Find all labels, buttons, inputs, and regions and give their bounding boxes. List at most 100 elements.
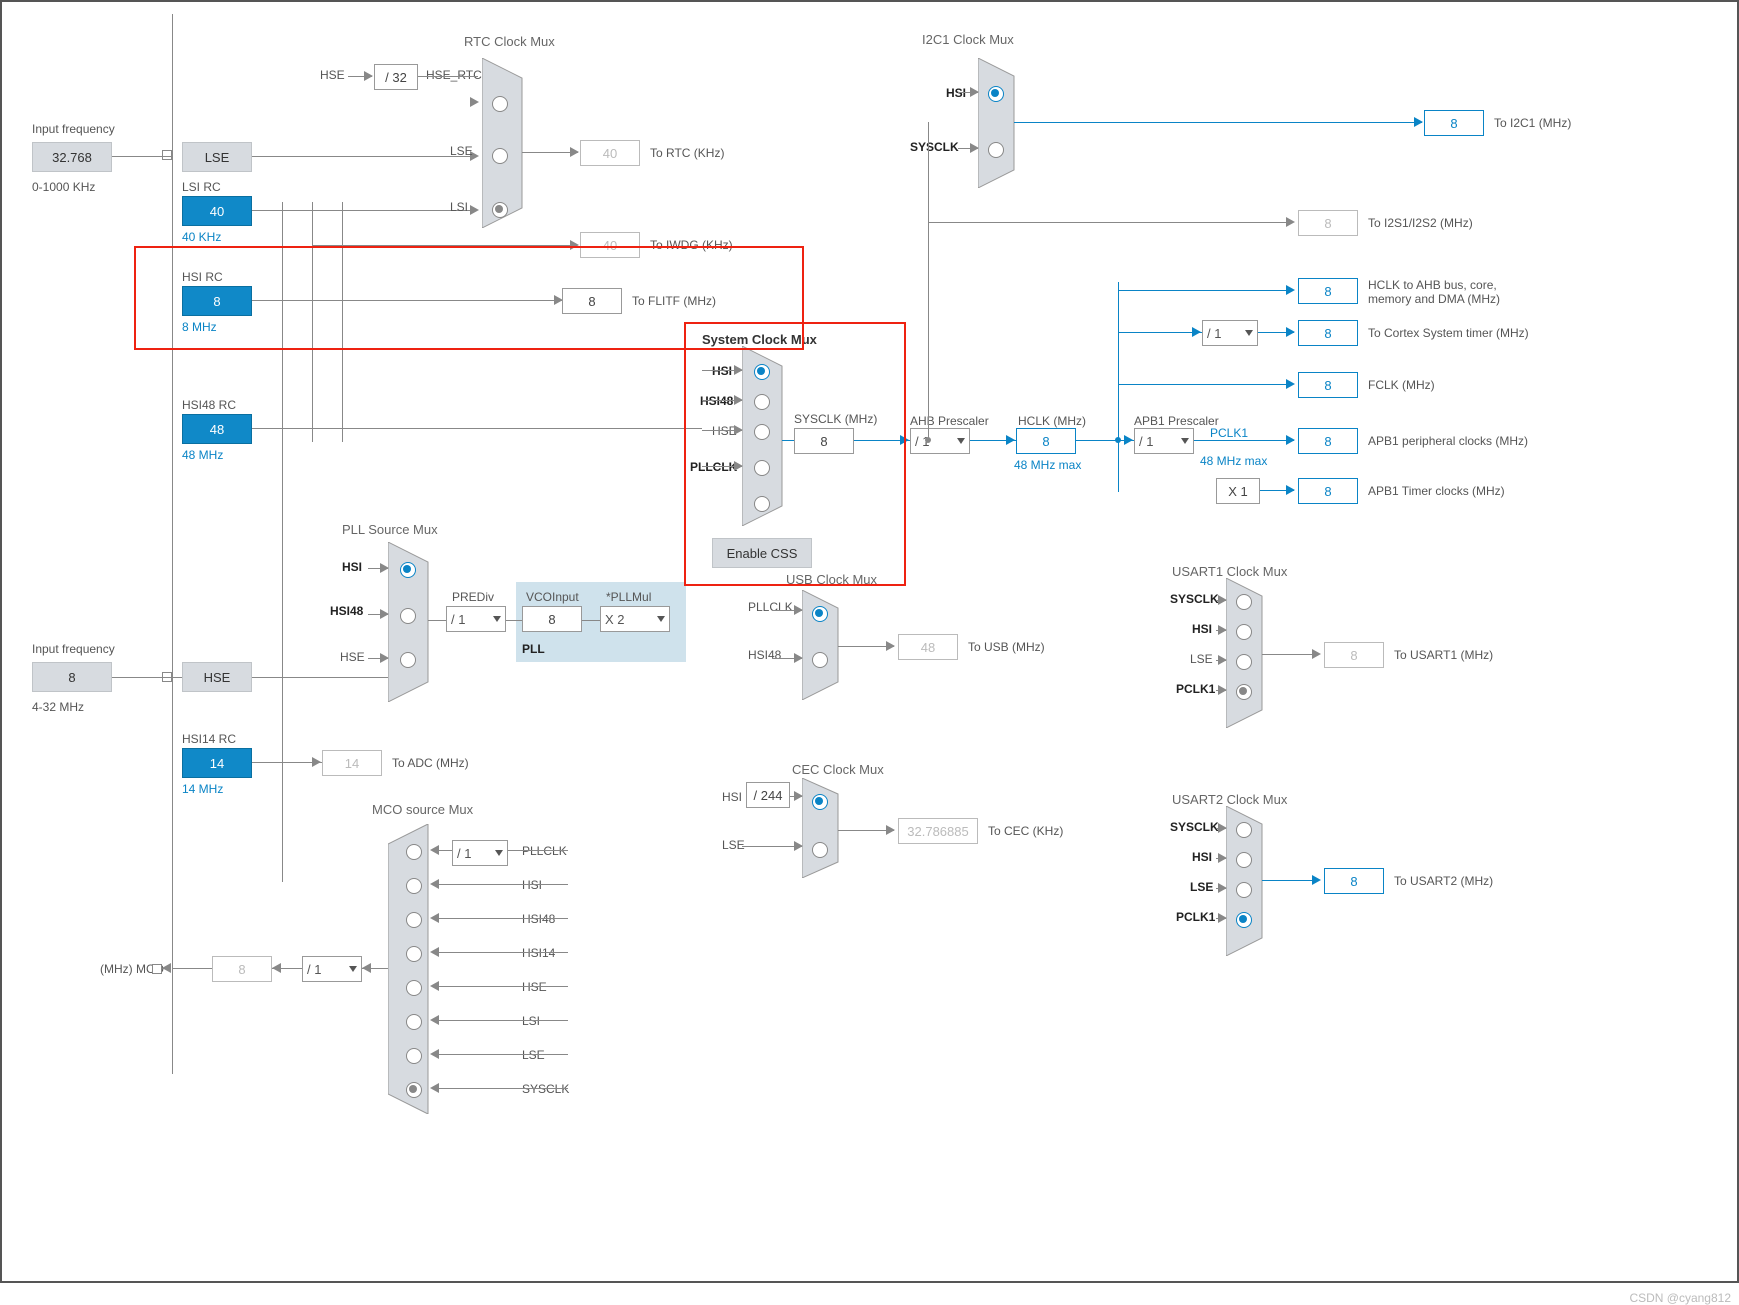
sys-mux-hsi48-radio[interactable]	[754, 394, 770, 410]
rtc-mux-lsi-radio[interactable]	[492, 202, 508, 218]
i2c-mux-sysclk-radio[interactable]	[988, 142, 1004, 158]
lsi-rc-value[interactable]: 40	[182, 196, 252, 226]
usart2-radio-lse[interactable]	[1236, 882, 1252, 898]
mco-radio-3[interactable]	[406, 946, 422, 962]
wire	[252, 300, 562, 301]
wire	[438, 884, 568, 885]
mco-radio-0[interactable]	[406, 844, 422, 860]
prediv-label: PREDiv	[452, 590, 494, 604]
flitf-out-label: To FLITF (MHz)	[632, 294, 716, 308]
cortex-div-value: / 1	[1207, 326, 1221, 341]
mco-input-div-select[interactable]: / 1	[452, 840, 508, 866]
mco-in-1: HSI	[522, 878, 542, 892]
pll-mux-hsi48-radio[interactable]	[400, 608, 416, 624]
arrow-icon	[1286, 327, 1295, 337]
apb1-per-out: 8	[1298, 428, 1358, 454]
mco-radio-4[interactable]	[406, 980, 422, 996]
wire	[742, 846, 802, 847]
usart1-radio-hsi[interactable]	[1236, 624, 1252, 640]
usart1-radio-lse[interactable]	[1236, 654, 1252, 670]
wire	[506, 620, 522, 621]
node-dot	[925, 437, 931, 443]
usart1-radio-sysclk[interactable]	[1236, 594, 1252, 610]
i2c-mux-trapezoid	[978, 58, 1024, 188]
input-freq-2-value[interactable]: 8	[32, 662, 112, 692]
usart1-out-label: To USART1 (MHz)	[1394, 648, 1493, 662]
rtc-mux-lse-radio[interactable]	[492, 148, 508, 164]
usb-out-value: 48	[898, 634, 958, 660]
ahb-prescaler-select[interactable]: / 1	[910, 428, 970, 454]
arrow-icon	[312, 757, 321, 767]
mco-radio-5[interactable]	[406, 1014, 422, 1030]
wire	[438, 918, 568, 919]
arrow-icon	[362, 963, 371, 973]
wire	[582, 620, 600, 621]
sys-mux-hsi-radio[interactable]	[754, 364, 770, 380]
sysclk-value[interactable]: 8	[794, 428, 854, 454]
mco-radio-2[interactable]	[406, 912, 422, 928]
cortex-div-select[interactable]: / 1	[1202, 320, 1258, 346]
arrow-icon	[1218, 853, 1227, 863]
hsi48-rc-value[interactable]: 48	[182, 414, 252, 444]
apb1-prescaler-select[interactable]: / 1	[1134, 428, 1194, 454]
hclk-value[interactable]: 8	[1016, 428, 1076, 454]
hclk-label: HCLK (MHz)	[1018, 414, 1086, 428]
sys-mux-pll-radio[interactable]	[754, 460, 770, 476]
pll-mux-hse-radio[interactable]	[400, 652, 416, 668]
usb-mux-hsi48-radio[interactable]	[812, 652, 828, 668]
enable-css-button[interactable]: Enable CSS	[712, 538, 812, 568]
pllmul-select[interactable]: X 2	[600, 606, 670, 632]
mco-radio-6[interactable]	[406, 1048, 422, 1064]
usart2-lse: LSE	[1190, 880, 1213, 894]
watermark-label: CSDN @cyang812	[1629, 1291, 1731, 1305]
wire	[418, 76, 478, 77]
wire	[112, 677, 182, 678]
usart2-radio-sysclk[interactable]	[1236, 822, 1252, 838]
usart1-radio-pclk1[interactable]	[1236, 684, 1252, 700]
usart2-radio-pclk1[interactable]	[1236, 912, 1252, 928]
sys-mux-hse-radio[interactable]	[754, 424, 770, 440]
fclk-out: 8	[1298, 372, 1358, 398]
cec-mux-hsi-radio[interactable]	[812, 794, 828, 810]
i2c-mux-hsi-radio[interactable]	[988, 86, 1004, 102]
mco-radio-7[interactable]	[406, 1082, 422, 1098]
pllmul-value: X 2	[605, 612, 625, 627]
pll-mux-hsi-radio[interactable]	[400, 562, 416, 578]
cec-div244[interactable]: / 244	[746, 782, 790, 808]
usart2-radio-hsi[interactable]	[1236, 852, 1252, 868]
rtc-mux-hse-radio[interactable]	[492, 96, 508, 112]
wire	[172, 968, 212, 969]
hsi-rc-value[interactable]: 8	[182, 286, 252, 316]
wire	[438, 1054, 568, 1055]
rtc-div32[interactable]: / 32	[374, 64, 418, 90]
vco-label: VCOInput	[526, 590, 579, 604]
i2c-out-label: To I2C1 (MHz)	[1494, 116, 1571, 130]
cec-mux-lse-radio[interactable]	[812, 842, 828, 858]
input-freq-1-range: 0-1000 KHz	[32, 180, 95, 194]
usb-mux-trapezoid	[802, 590, 848, 700]
arrow-icon	[900, 435, 909, 445]
arrow-icon	[1124, 435, 1133, 445]
sys-mux-extra-radio[interactable]	[754, 496, 770, 512]
wire	[1262, 654, 1318, 655]
hsi14-rc-value[interactable]: 14	[182, 748, 252, 778]
usart2-mux-title: USART2 Clock Mux	[1172, 792, 1287, 807]
apb1-timer-mul[interactable]: X 1	[1216, 478, 1260, 504]
hse-source-button[interactable]: HSE	[182, 662, 252, 692]
usb-mux-pll-radio[interactable]	[812, 606, 828, 622]
sys-pll-label: PLLCLK	[690, 460, 737, 474]
i2c-sysclk-label: SYSCLK	[910, 140, 959, 154]
mco-div-select[interactable]: / 1	[302, 956, 362, 982]
usart2-out-value: 8	[1324, 868, 1384, 894]
wire	[252, 210, 470, 211]
pclk1-max-label: 48 MHz max	[1200, 454, 1267, 468]
lse-source-button[interactable]: LSE	[182, 142, 252, 172]
prediv-select[interactable]: / 1	[446, 606, 506, 632]
usb-out-label: To USB (MHz)	[968, 640, 1045, 654]
wire	[438, 952, 568, 953]
wire	[252, 677, 392, 678]
arrow-icon	[1414, 117, 1423, 127]
input-freq-1-value[interactable]: 32.768	[32, 142, 112, 172]
iwdg-out-label: To IWDG (KHz)	[650, 238, 733, 252]
mco-radio-1[interactable]	[406, 878, 422, 894]
